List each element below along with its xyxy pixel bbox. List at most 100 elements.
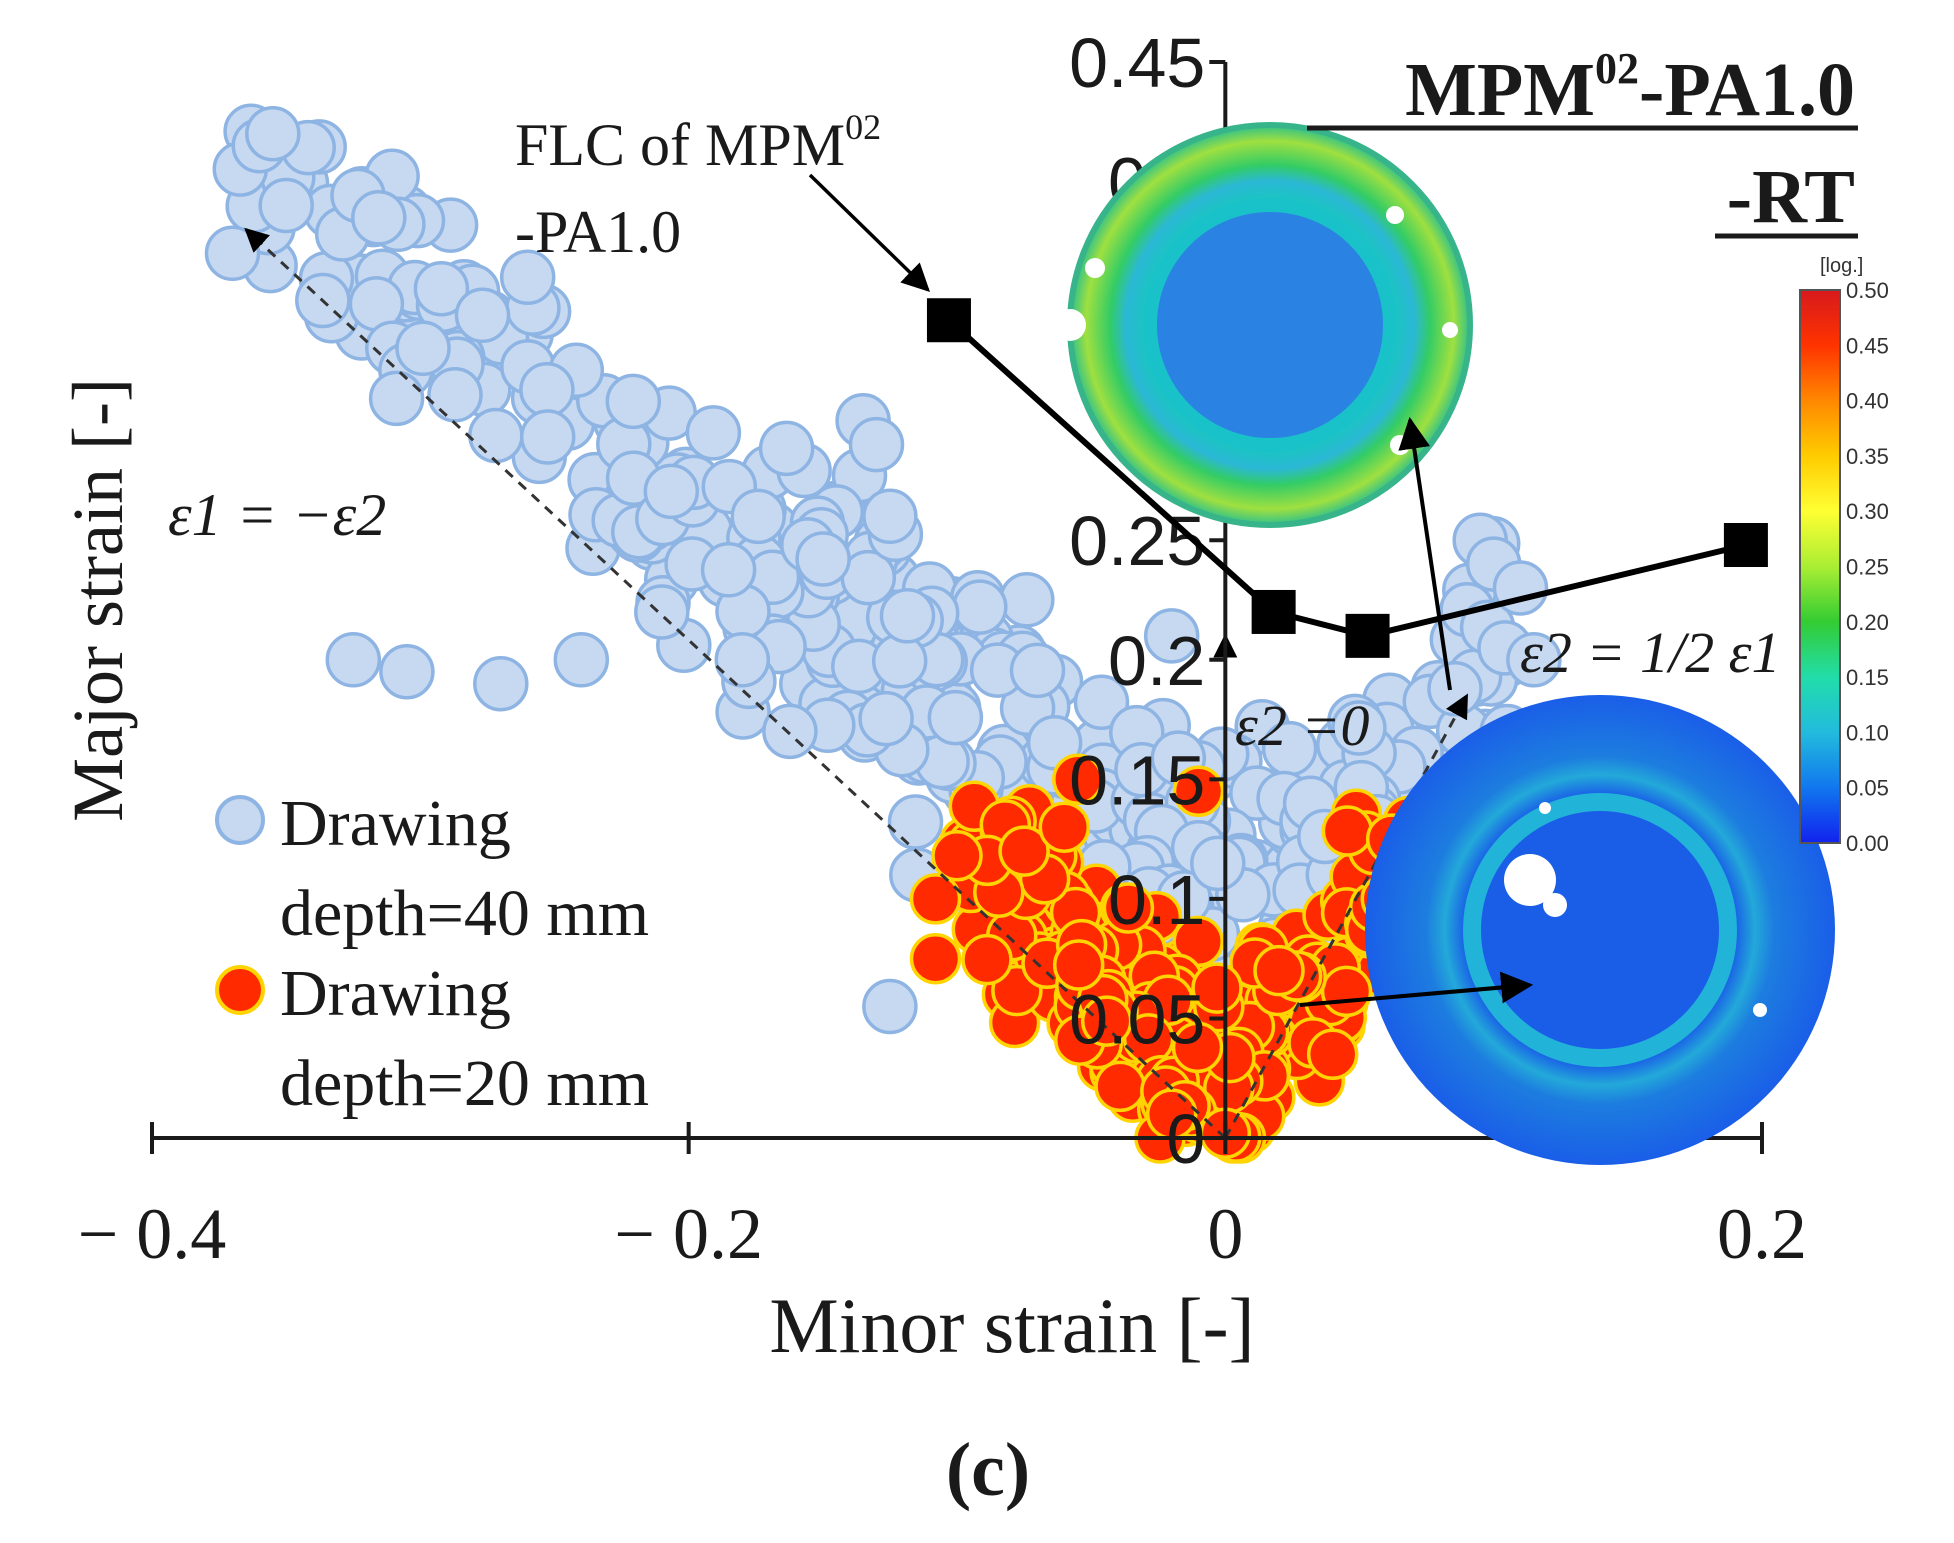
data-point <box>351 190 407 246</box>
data-point <box>413 260 470 317</box>
data-point <box>468 407 524 464</box>
legend-marker-40mm <box>215 795 265 845</box>
strain-map-40mm <box>1054 122 1473 528</box>
strain-map-20mm <box>1365 695 1835 1165</box>
flc-marker <box>1251 589 1296 634</box>
data-point <box>634 584 690 640</box>
flc-line <box>946 318 1747 639</box>
series-depth-20mm <box>909 753 1435 1164</box>
data-point <box>952 579 1008 635</box>
data-point <box>605 373 662 430</box>
x-tick-label: 0.2 <box>1717 1194 1807 1274</box>
flc-marker <box>1345 613 1390 658</box>
data-point <box>685 405 742 461</box>
data-point <box>1306 1028 1359 1081</box>
data-point <box>258 177 314 234</box>
forming-limit-curve <box>926 298 1768 658</box>
panel-label: (c) <box>946 1428 1030 1512</box>
flc-label-line1: FLC of MPM <box>515 112 845 178</box>
colorbar-tick-label: 0.30 <box>1846 499 1889 524</box>
data-point <box>862 978 918 1035</box>
y-tick-label: 0.45 <box>1069 24 1205 102</box>
data-point <box>961 933 1013 986</box>
data-point <box>427 367 483 423</box>
colorbar-tick-label: 0.45 <box>1846 333 1889 358</box>
y-axis-label: Major strain [-] <box>58 378 138 822</box>
plane-strain-label: ε2 =0 <box>1235 693 1370 758</box>
data-point <box>909 932 962 985</box>
colorbar-tick-label: 0.25 <box>1846 555 1889 580</box>
data-point <box>1143 608 1200 664</box>
data-point <box>879 588 936 644</box>
y-tick-label: 0.25 <box>1069 502 1205 580</box>
y-tick-label: 0.2 <box>1108 622 1205 700</box>
colorbar-gradient <box>1799 289 1841 844</box>
guide-biaxial-line <box>1224 693 1469 1139</box>
colorbar-tick-label: 0.15 <box>1846 665 1889 690</box>
data-point <box>519 409 576 465</box>
data-point <box>1052 753 1104 806</box>
data-point <box>1321 805 1374 857</box>
data-point <box>473 655 529 712</box>
biaxial-line-label: ε2 = 1/2 ε1 <box>1520 620 1780 685</box>
data-point <box>871 633 928 689</box>
legend-label-20mm-line1: Drawing <box>280 957 511 1030</box>
data-point <box>519 362 575 418</box>
flc-label: FLC of MPM02 -PA1.0 <box>515 107 931 292</box>
title-sup: 02 <box>1595 44 1639 93</box>
data-point <box>1427 661 1483 717</box>
x-axis-label: Minor strain [-] <box>769 1282 1254 1369</box>
data-point <box>714 632 771 688</box>
data-point <box>368 370 425 427</box>
y-tick-label: 0.15 <box>1069 741 1205 819</box>
data-point <box>1102 882 1155 934</box>
data-point <box>395 320 451 377</box>
flc-label-line2: -PA1.0 <box>515 199 681 265</box>
data-point <box>1331 700 1387 756</box>
colorbar-tick-label: 0.50 <box>1846 278 1889 303</box>
colorbar: [log.]0.50 0.45 0.40 0.35 0.30 0.25 0.20 0.15 0.… <box>1799 255 1889 856</box>
data-point <box>204 225 261 282</box>
data-point <box>1094 1060 1146 1113</box>
data-point <box>758 420 815 477</box>
data-point <box>245 105 301 162</box>
colorbar-title: [log.] <box>1820 255 1863 277</box>
data-point <box>909 873 962 925</box>
data-point <box>1009 642 1066 699</box>
data-point <box>762 703 818 760</box>
data-point <box>1038 801 1091 853</box>
data-point <box>999 572 1055 628</box>
data-point <box>1190 835 1246 892</box>
flc-marker <box>1723 523 1768 568</box>
data-point <box>931 830 983 882</box>
guide-shear-line <box>244 227 1227 1140</box>
data-point <box>848 416 905 473</box>
data-point <box>862 488 918 545</box>
x-tick-label: 0 <box>1207 1194 1243 1274</box>
x-tick-label: − 0.2 <box>614 1194 763 1274</box>
data-point <box>927 689 984 746</box>
svg-text:MPM02-PA1.0: MPM02-PA1.0 <box>1405 44 1855 132</box>
data-point <box>643 463 700 520</box>
colorbar-tick-label: 0.40 <box>1846 389 1889 414</box>
data-point <box>858 690 914 747</box>
data-point <box>1191 962 1243 1014</box>
legend: Drawing depth=40 mm Drawing depth=20 mm <box>215 787 649 1120</box>
legend-label-40mm-line1: Drawing <box>280 787 511 860</box>
data-point <box>1506 632 1562 688</box>
chart-title: MPM02-PA1.0 -RT <box>1307 44 1858 239</box>
shear-line-label: ε1 = −ε2 <box>168 482 386 548</box>
title-rest: -PA1.0 <box>1639 48 1855 132</box>
data-point <box>1320 965 1373 1018</box>
y-tick-label: 0.05 <box>1069 980 1205 1058</box>
data-point <box>998 825 1050 877</box>
data-point <box>730 488 786 545</box>
data-point <box>499 249 556 305</box>
colorbar-tick-label: 0.35 <box>1846 444 1889 469</box>
data-point <box>379 643 435 700</box>
colorbar-tick-label: 0.05 <box>1846 776 1889 801</box>
data-point <box>553 632 610 688</box>
map-pointer-arrows <box>1299 416 1534 1007</box>
colorbar-tick-label: 0.20 <box>1846 610 1889 635</box>
